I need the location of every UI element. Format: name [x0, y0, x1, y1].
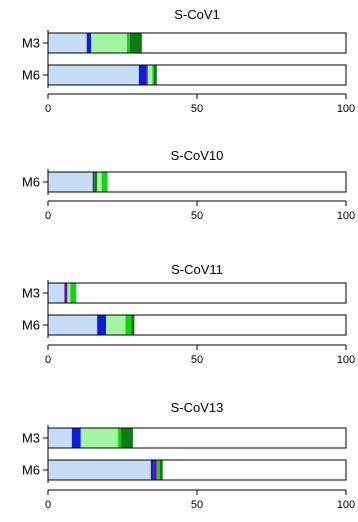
- chart-title: S-CoV10: [171, 148, 224, 163]
- bar-segment-purple: [153, 460, 157, 480]
- bar-segment-green: [126, 33, 130, 53]
- bar-segment-blue: [150, 460, 154, 480]
- bar-segment-dark-green: [131, 315, 135, 335]
- bar-segment-light-blue: [48, 33, 87, 53]
- bar-segment-blue: [86, 33, 92, 53]
- bar-segment-light-green: [106, 315, 126, 335]
- bar-outline: [47, 427, 347, 449]
- x-tick-label: 100: [337, 210, 355, 222]
- bar-segment-dark-green: [159, 460, 163, 480]
- x-tick-label: 50: [191, 354, 203, 366]
- bar-outline: [47, 314, 347, 336]
- bar-segment-light-blue: [48, 283, 65, 303]
- x-tick-label: 0: [45, 103, 51, 115]
- bar-segment-purple: [64, 283, 68, 303]
- bar-segment-light-green: [97, 172, 102, 192]
- bar-segment-light-green: [80, 428, 119, 448]
- bar-segment-blue: [97, 315, 107, 335]
- bar-outline: [47, 32, 347, 54]
- bar-segment-dark-green: [129, 33, 142, 53]
- bar-outline: [47, 459, 347, 481]
- category-label: M6: [22, 68, 40, 83]
- bar-segment-green: [118, 428, 122, 448]
- category-label: M3: [22, 36, 40, 51]
- chart-panel-s-cov13: S-CoV13 M3 M6 0 50 100: [22, 400, 355, 511]
- chart-panel-s-cov1: S-CoV1 M3 M6 0 50 100: [22, 7, 355, 115]
- chart-title: S-CoV13: [171, 400, 224, 415]
- bar-segment-green: [152, 65, 154, 85]
- bar-segment-blue: [71, 428, 81, 448]
- bar-segment-green: [125, 315, 132, 335]
- x-tick-label: 100: [337, 499, 355, 511]
- chart-panel-s-cov11: S-CoV11 M3 M6 0 50 100: [22, 262, 355, 366]
- chart-title: S-CoV1: [174, 7, 220, 22]
- bar-segment-green: [101, 172, 108, 192]
- bar-segment-light-green: [147, 65, 153, 85]
- bar-segment-green: [156, 460, 160, 480]
- bar-outline: [47, 64, 347, 86]
- category-label: M3: [22, 286, 40, 301]
- category-label: M3: [22, 431, 40, 446]
- category-label: M6: [22, 175, 40, 190]
- category-label: M6: [22, 463, 40, 478]
- bar-segment-dark-green: [94, 172, 98, 192]
- bar-segment-light-blue: [48, 428, 72, 448]
- x-tick-label: 50: [191, 103, 203, 115]
- bar-segment-purple: [146, 65, 148, 85]
- bar-segment-purple: [92, 172, 95, 192]
- chart-panel-s-cov10: S-CoV10 M6 0 50 100: [22, 148, 355, 222]
- x-tick-label: 0: [45, 499, 51, 511]
- bar-segment-light-green: [67, 283, 71, 303]
- bar-segment-dark-green: [153, 65, 157, 85]
- bar-segment-green: [70, 283, 77, 303]
- bar-segment-light-blue: [48, 315, 98, 335]
- bar-segment-light-blue: [48, 65, 139, 85]
- x-tick-label: 100: [337, 103, 355, 115]
- bar-segment-blue: [138, 65, 147, 85]
- bar-segment-dark-green: [121, 428, 133, 448]
- x-tick-label: 50: [191, 499, 203, 511]
- bar-segment-light-green: [91, 33, 127, 53]
- bar-segment-light-blue: [48, 172, 93, 192]
- category-label: M6: [22, 318, 40, 333]
- bar-outline: [47, 171, 347, 193]
- x-tick-label: 0: [45, 210, 51, 222]
- bar-segment-light-blue: [48, 460, 151, 480]
- x-tick-label: 0: [45, 354, 51, 366]
- x-tick-label: 100: [337, 354, 355, 366]
- x-tick-label: 50: [191, 210, 203, 222]
- chart-title: S-CoV11: [171, 262, 223, 277]
- bar-outline: [47, 282, 347, 304]
